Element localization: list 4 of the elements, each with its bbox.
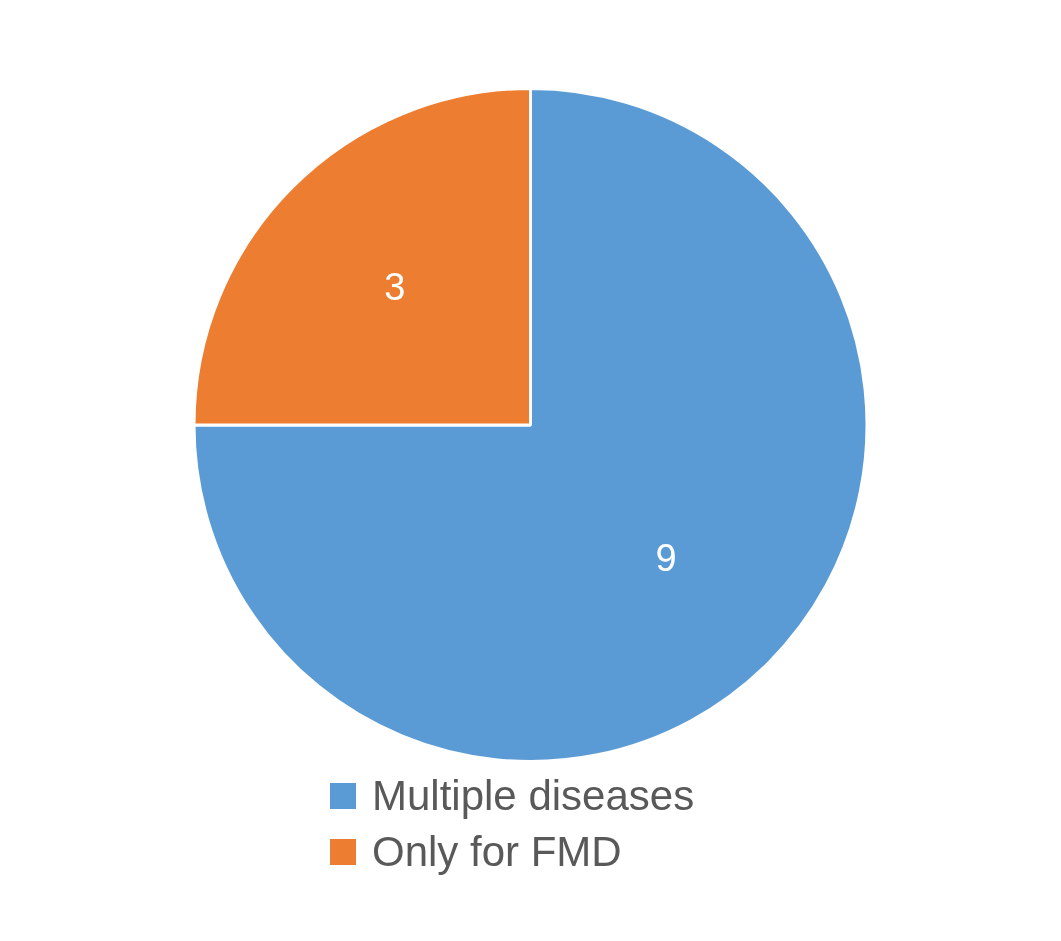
data-label: 9 [655, 537, 677, 580]
legend-label: Multiple diseases [372, 772, 695, 820]
legend-label: Only for FMD [372, 828, 622, 876]
data-label: 3 [384, 265, 406, 308]
